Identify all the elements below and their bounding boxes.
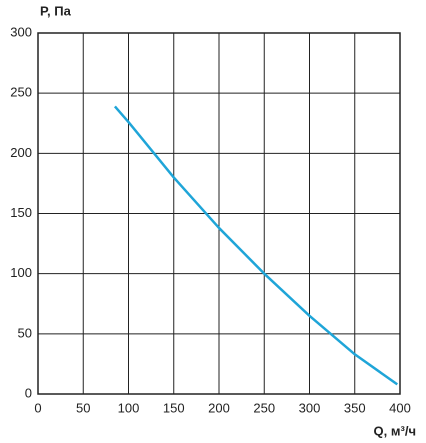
x-axis-label: Q, м³/ч (374, 423, 416, 438)
y-tick-label: 0 (25, 385, 32, 400)
y-tick-label: 300 (10, 24, 32, 39)
y-axis-label: P, Па (40, 3, 72, 18)
x-tick-label: 200 (208, 400, 230, 415)
x-tick-label: 150 (163, 400, 185, 415)
y-tick-label: 50 (18, 325, 32, 340)
y-tick-label: 150 (10, 205, 32, 220)
x-tick-label: 50 (76, 400, 90, 415)
y-tick-label: 100 (10, 265, 32, 280)
x-tick-label: 100 (118, 400, 140, 415)
x-tick-label: 350 (344, 400, 366, 415)
x-tick-label: 400 (389, 400, 411, 415)
plot-border (37, 32, 401, 395)
y-tick-label: 250 (10, 85, 32, 100)
data-line (113, 105, 399, 386)
y-tick-label: 200 (10, 145, 32, 160)
x-tick-label: 0 (34, 400, 41, 415)
x-tick-label: 250 (253, 400, 275, 415)
x-tick-label: 300 (299, 400, 321, 415)
